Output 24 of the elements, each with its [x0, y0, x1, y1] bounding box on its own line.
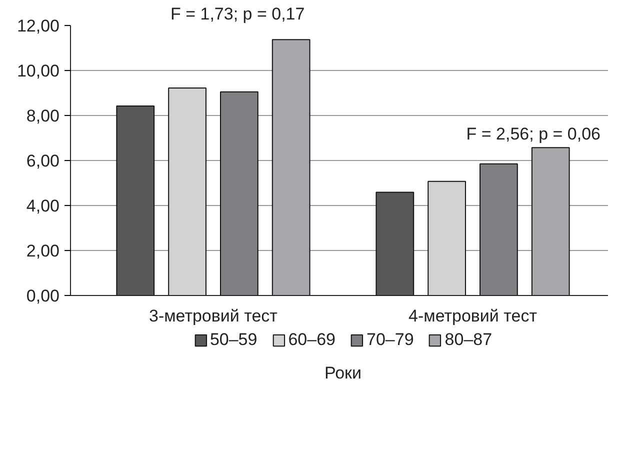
y-tick-label: 6,00: [26, 152, 60, 170]
y-tick-label: 8,00: [26, 106, 60, 126]
legend-label: 80–87: [444, 330, 492, 350]
y-tick-label: 4,00: [26, 196, 60, 216]
y-tick-label: 2,00: [26, 242, 60, 260]
bar: [376, 192, 414, 296]
bar: [480, 163, 518, 296]
legend-label: 70–79: [366, 330, 414, 350]
x-tick-label: 3-метровий тест: [149, 306, 278, 326]
bar: [428, 180, 466, 296]
y-tick-label: 0,00: [26, 286, 60, 306]
y-tick-label: 12,00: [16, 16, 60, 36]
legend-label: 50–59: [210, 330, 258, 350]
bar: [116, 106, 155, 296]
bar: [220, 91, 258, 296]
x-tick-label: 4-метровий тест: [408, 306, 538, 326]
legend-label: 60–69: [288, 330, 336, 350]
annotation: F = 2,56; p = 0,06: [466, 124, 601, 144]
x-axis-title: Роки: [324, 364, 362, 382]
y-tick-label: 10,00: [16, 62, 60, 80]
bar: [168, 88, 206, 296]
text: F = 1,73; p = 0,17: [170, 4, 305, 24]
bar: [272, 39, 310, 296]
bar: [531, 147, 570, 296]
